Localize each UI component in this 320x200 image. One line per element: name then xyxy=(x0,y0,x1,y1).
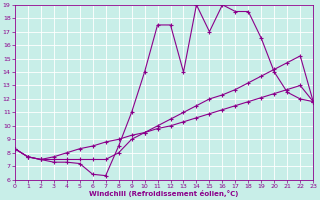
X-axis label: Windchill (Refroidissement éolien,°C): Windchill (Refroidissement éolien,°C) xyxy=(89,190,239,197)
